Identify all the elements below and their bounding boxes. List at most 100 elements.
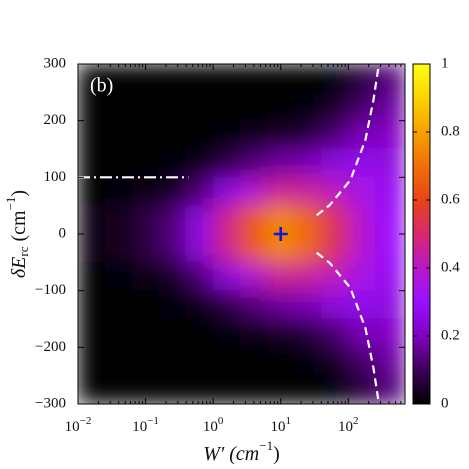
heatmap-cell — [78, 290, 106, 320]
heatmap-cell — [131, 290, 160, 320]
y-label-sub: rc — [16, 246, 31, 256]
heatmap-cell — [185, 120, 214, 150]
heatmap-cell — [375, 64, 405, 93]
heatmap-cell — [239, 205, 268, 235]
heatmap-cell — [293, 318, 322, 348]
heatmap-cell — [131, 205, 160, 235]
colorbar-tick-label: 0 — [441, 395, 449, 411]
heatmap-cell — [347, 64, 377, 93]
heatmap-cell — [239, 91, 268, 122]
heatmap-cell — [375, 91, 405, 122]
x-tick-base: 10 — [270, 419, 285, 435]
heatmap-cell — [266, 290, 295, 320]
colorbar-tick-label: 0.4 — [441, 259, 460, 275]
heatmap-cell — [131, 233, 160, 263]
heatmap-cell — [239, 148, 268, 178]
x-tick-label: 100 — [203, 415, 224, 436]
colorbar-tick-label: 0.8 — [441, 123, 460, 139]
heatmap-cell — [104, 64, 133, 93]
heatmap-cell — [104, 205, 133, 235]
heatmap-cell — [320, 205, 349, 235]
heatmap-cell — [131, 346, 160, 377]
heatmap-cell — [185, 290, 214, 320]
heatmap-cell — [347, 176, 377, 207]
y-axis-label: δErc (cm−1) — [3, 190, 31, 278]
heatmap-cell — [158, 261, 187, 292]
x-tick-base: 10 — [132, 419, 147, 435]
overlay-line — [316, 251, 380, 401]
heatmap-cell — [320, 261, 349, 292]
x-tick-label: 102 — [338, 415, 359, 436]
heatmap-cell — [131, 318, 160, 348]
heatmap-cell — [104, 290, 133, 320]
panel-label: (b) — [90, 75, 113, 97]
overlay — [78, 67, 380, 401]
heatmap-cell — [320, 91, 349, 122]
heatmap-cell — [158, 91, 187, 122]
heatmap-cell — [239, 318, 268, 348]
heatmap-cell — [347, 91, 377, 122]
heatmap-cell — [185, 64, 214, 93]
heatmap-cell — [375, 148, 405, 178]
heatmap-cell — [158, 346, 187, 377]
heatmap-cell — [185, 346, 214, 377]
y-tick-label: 300 — [44, 55, 67, 71]
heatmap-cell — [212, 91, 241, 122]
colorbar-tick-label: 0.2 — [441, 327, 460, 343]
heatmap-cell — [375, 318, 405, 348]
x-tick-label: 101 — [270, 415, 291, 436]
heatmap-cell — [239, 120, 268, 150]
heatmap-cell — [78, 205, 106, 235]
heatmap-cell — [320, 64, 349, 93]
heatmap-cell — [293, 91, 322, 122]
y-label-text: δE — [8, 257, 30, 279]
heatmap-cell — [104, 120, 133, 150]
heatmap-cell — [320, 318, 349, 348]
overlay-line — [316, 67, 380, 217]
heatmap-cell — [375, 375, 405, 404]
heatmap-cell — [375, 346, 405, 377]
heatmap-cell — [239, 375, 268, 404]
y-tick-label: 0 — [59, 225, 67, 241]
heatmap-cell — [293, 233, 322, 263]
heatmap-cell — [266, 148, 295, 178]
x-label-text: ) — [273, 443, 280, 465]
heatmap-cell — [239, 64, 268, 93]
heatmap-cell — [320, 120, 349, 150]
heatmap-cell — [185, 148, 214, 178]
heatmap-cell — [104, 346, 133, 377]
x-tick-base: 10 — [203, 419, 218, 435]
heatmap-cell — [185, 233, 214, 263]
heatmap-cell — [293, 375, 322, 404]
heatmap-cell — [212, 64, 241, 93]
colorbar — [412, 63, 431, 405]
heatmap-cells — [78, 64, 405, 404]
heatmap-cell — [266, 261, 295, 292]
heatmap-cell — [185, 176, 214, 207]
heatmap-cell — [320, 346, 349, 377]
x-axis-label: W′ (cm−1) — [203, 438, 280, 465]
heatmap-cell — [375, 261, 405, 292]
heatmap-cell — [185, 205, 214, 235]
heatmap-cell — [131, 91, 160, 122]
heatmap-cell — [212, 375, 241, 404]
heatmap-cell — [212, 205, 241, 235]
heatmap-cell — [185, 91, 214, 122]
x-label-text: W′ (cm — [203, 443, 259, 465]
heatmap-cell — [347, 261, 377, 292]
heatmap-cell — [131, 148, 160, 178]
heatmap-cell — [78, 120, 106, 150]
heatmap-cell — [375, 233, 405, 263]
heatmap-cell — [158, 176, 187, 207]
x-tick-label: 10−2 — [65, 415, 92, 436]
heatmap-cell — [158, 233, 187, 263]
heatmap-cell — [375, 176, 405, 207]
x-tick-exponent: 2 — [353, 415, 359, 427]
heatmap-cell — [293, 205, 322, 235]
heatmap-cell — [239, 290, 268, 320]
heatmap-cell — [266, 91, 295, 122]
heatmap-cell — [104, 176, 133, 207]
heatmap-cell — [293, 64, 322, 93]
heatmap-cell — [212, 120, 241, 150]
